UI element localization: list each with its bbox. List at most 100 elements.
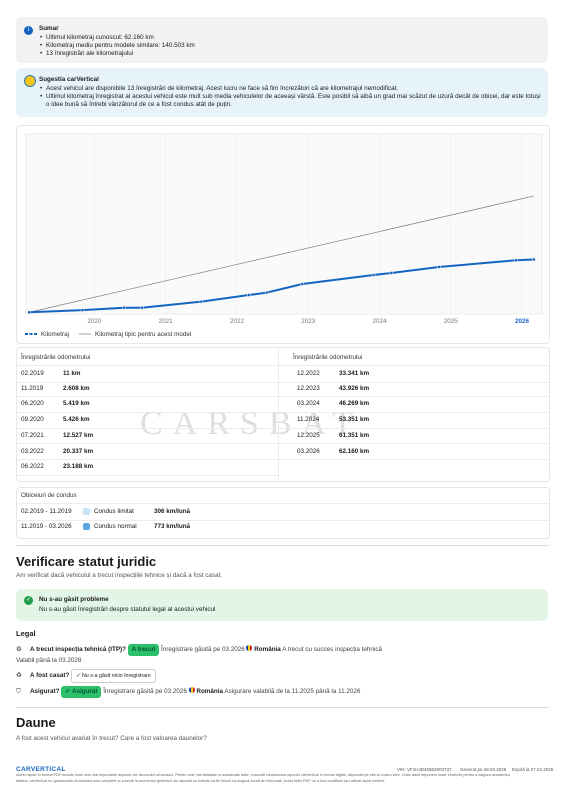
scrap-icon: ♻: [16, 672, 22, 679]
driving-row: 02.2019 - 11.2019 Condus limitat 306 km/…: [17, 503, 549, 521]
style-swatch: [83, 523, 90, 530]
chart: 2020 2021 2022 2023 2024 2025 2026 Kilometraj Ki…: [25, 133, 543, 338]
odometer-km: 33.341 km: [339, 370, 370, 377]
odometer-row: 11.2019 2.608 km: [17, 381, 278, 398]
footer-vin: VIN: VF1HJD40962803737: [397, 767, 452, 772]
driving-title: Obiceiuri de condus: [21, 492, 77, 499]
data-point: [246, 293, 251, 297]
odometer-row: 02.2019 11 km: [17, 365, 278, 383]
suggestion-title: Sugestia carVertical: [39, 76, 99, 83]
footer-generated: Generat pe 28.03.2026: [460, 767, 507, 772]
section-heading: Verificare statut juridic: [16, 554, 157, 569]
section-subtitle: A fost acest vehicul avariat în trecut? …: [16, 735, 207, 742]
data-point: [140, 305, 144, 310]
odometer-title: Înregistrările odometrului: [21, 354, 91, 361]
odometer-row: 12.2025 61.351 km: [279, 428, 549, 445]
odometer-km: 11 km: [63, 370, 81, 377]
odometer-row: 03.2022 20.337 km: [17, 444, 278, 461]
driving-rate: 306 km/lună: [154, 508, 191, 515]
driving-row: 11.2019 - 03.2026 Condus normal 773 km/l…: [17, 519, 549, 535]
suggestion-box: Sugestia carVertical Acest vehicul are d…: [16, 68, 548, 117]
driving-style: Condus normal: [94, 523, 137, 530]
summary-item: Ultimul kilometraj cunoscut: 62.160 km: [40, 34, 154, 42]
legal-item: ♻ A fost casat? ✓ Nu s-a găsit nicio înre…: [16, 669, 156, 683]
style-swatch: [83, 508, 90, 515]
data-point: [371, 273, 376, 277]
itp-icon: ⚙: [16, 646, 22, 653]
check-icon: ✓: [24, 596, 33, 605]
odometer-date: 02.2019: [21, 370, 44, 377]
badge-text: A trecut: [131, 646, 156, 653]
flag: [246, 645, 253, 651]
odometer-km: 61.351 km: [339, 431, 370, 439]
data-point: [80, 308, 85, 312]
column-divider: [278, 348, 279, 481]
odometer-date: 11.2019: [21, 384, 44, 392]
divider: [16, 707, 549, 708]
odometer-date: 06.2020: [21, 400, 44, 408]
legal-note: A trecut cu succes inspecția tehnică: [282, 646, 382, 653]
data-point: [532, 257, 536, 262]
odometer-row: 03.2024 46.269 km: [279, 396, 549, 414]
divider: [16, 545, 549, 546]
odometer-date: 12.2025: [297, 431, 320, 439]
section-subtitle: Am verificat dacă vehiculul a trecut ins…: [16, 572, 223, 579]
x-tick-label: 2021: [159, 318, 174, 325]
legal-badge: ✓ Nu s-a găsit nicio înregistrare: [71, 669, 156, 683]
odometer-km: 23.188 km: [63, 463, 94, 471]
info-icon: i: [24, 26, 33, 35]
odometer-date: 03.2022: [21, 447, 44, 455]
x-tick-label: 2024: [372, 318, 387, 325]
shield-icon: ⛉: [16, 688, 21, 695]
flag: [188, 687, 195, 693]
x-tick-label: 2022: [230, 318, 245, 325]
legal-text: Înregistrare găsită pe 03.2026: [103, 688, 187, 695]
status-box: ✓ Nu s-au găsit probleme Nu s-au găsit î…: [16, 589, 548, 621]
odometer-row: 07.2021 12.527 km: [17, 428, 278, 445]
odometer-row: 12.2023 43.926 km: [279, 381, 549, 398]
section-heading: Daune: [16, 715, 56, 730]
footer-note: Acest raport în format PDF include doar …: [16, 773, 510, 777]
legal-note: Asigurare valabilă de la 11.2025 până la…: [224, 688, 361, 695]
status-text: Nu s-au găsit înregistrări despre statut…: [39, 606, 216, 613]
odometer-row: 06.2020 5.419 km: [17, 396, 278, 414]
legal-country: România: [254, 646, 281, 653]
suggestion-item: Acest vehicul are disponibile 13 înregis…: [40, 85, 541, 93]
odometer-date: 11.2024: [297, 416, 320, 424]
odometer-date: 03.2024: [297, 400, 320, 408]
legal-heading: Legal: [16, 629, 36, 638]
footer-logo: CARVERTICAL: [16, 766, 66, 773]
data-point: [389, 271, 394, 275]
odometer-row: 03.2026 62.160 km: [279, 444, 549, 461]
status-title: Nu s-au găsit probleme: [39, 596, 109, 603]
driving-period: 02.2019 - 11.2019: [21, 508, 72, 515]
x-tick-label: 2020: [87, 318, 102, 325]
odometer-km: 12.527 km: [63, 431, 94, 439]
watermark: CARSBAT: [140, 405, 364, 442]
odometer-title: Înregistrările odometrului: [293, 354, 363, 361]
odometer-row: 06.2022 23.188 km: [17, 459, 278, 476]
data-point: [437, 265, 441, 269]
driving-style: Condus limitat: [94, 508, 134, 515]
odometer-km: 5.419 km: [63, 400, 90, 408]
odometer-km: 46.269 km: [339, 400, 370, 408]
data-point: [199, 299, 204, 304]
odometer-km: 43.926 km: [339, 384, 370, 392]
x-tick-label: 2023: [301, 318, 316, 325]
odometer-row: 11.2024 53.351 km: [279, 412, 549, 429]
odometer-km: 2.608 km: [63, 384, 90, 392]
footer-expires: Expiră la 27.04.2026: [512, 767, 554, 772]
odometer-km: 5.426 km: [63, 416, 90, 424]
odometer-km: 53.351 km: [339, 416, 370, 424]
legal-badge: A trecut: [127, 644, 160, 656]
legal-item: ⛉ Asigurat? ✓ Asigurat Înregistrare găsit…: [16, 686, 360, 698]
odometer-date: 06.2022: [21, 463, 44, 471]
odometer-km: 20.337 km: [63, 447, 94, 455]
odometer-row: 12.2022 33.341 km: [279, 365, 549, 383]
legal-extra: Valabil până la 03.2028: [16, 657, 82, 664]
badge-text: Asigurat: [71, 688, 98, 695]
legend-label: Kilometraj: [41, 331, 69, 338]
summary-title: Sumar: [39, 25, 59, 32]
driving-period: 11.2019 - 03.2026: [21, 523, 72, 530]
